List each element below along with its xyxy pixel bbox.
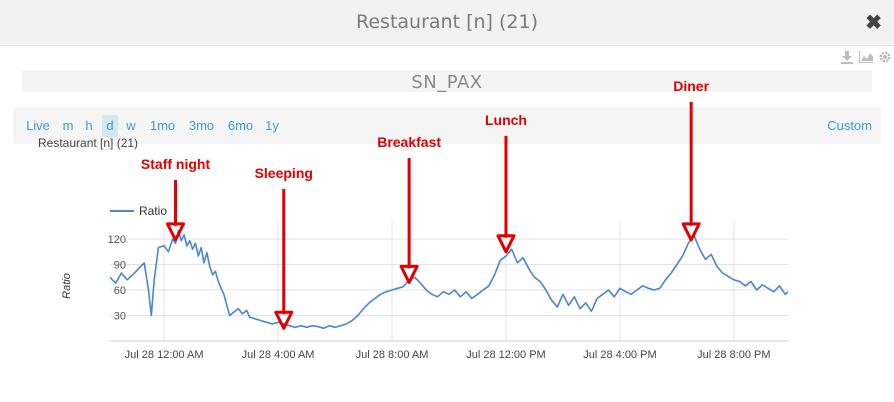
modal-header: Restaurant [n] (21) ✖ — [0, 0, 894, 46]
chart-subtitle: Restaurant [n] (21) — [38, 136, 138, 150]
annotation-label: Breakfast — [377, 134, 441, 150]
annotation-arrow-head — [274, 310, 294, 330]
annotation-label: Staff night — [141, 156, 211, 172]
y-axis-label: Ratio — [61, 273, 73, 299]
range-button-d[interactable]: d — [102, 115, 118, 137]
legend-entry: Ratio — [139, 204, 167, 218]
x-tick-label: Jul 28 8:00 PM — [697, 349, 770, 361]
chart-title-bar: SN_PAX — [22, 71, 872, 93]
series-line-ratio — [109, 229, 789, 330]
annotation-label: Sleeping — [255, 165, 313, 181]
y-tick-label: 120 — [108, 234, 126, 246]
annotation-arrow-head — [496, 234, 516, 254]
range-button-3mo[interactable]: 3mo — [188, 118, 215, 133]
y-tick-label: 90 — [114, 260, 126, 272]
y-tick-label: 60 — [114, 285, 126, 297]
annotation-label: Lunch — [485, 112, 527, 128]
x-tick-label: Jul 28 4:00 AM — [242, 349, 315, 361]
x-tick-label: Jul 28 8:00 AM — [356, 349, 429, 361]
annotation-arrow-head — [399, 264, 419, 284]
range-button-1mo[interactable]: 1mo — [149, 118, 176, 133]
close-icon[interactable]: ✖ — [865, 12, 882, 34]
x-tick-label: Jul 28 12:00 AM — [125, 349, 204, 361]
modal-title: Restaurant [n] (21) — [356, 11, 538, 33]
annotation-arrow-head — [166, 222, 186, 242]
y-tick-label: 30 — [114, 311, 126, 323]
range-button-1y[interactable]: 1y — [265, 118, 279, 133]
range-button-6mo[interactable]: 6mo — [227, 118, 254, 133]
custom-range-button[interactable]: Custom — [827, 118, 872, 133]
range-button-m[interactable]: m — [62, 118, 74, 133]
gear-icon[interactable] — [878, 50, 892, 64]
chart-title: SN_PAX — [411, 72, 483, 93]
range-selector: Live m h d w 1mo 3mo 6mo 1y Custom — [13, 107, 881, 144]
chart-toolbar — [840, 50, 892, 66]
range-button-live[interactable]: Live — [26, 118, 50, 133]
x-tick-label: Jul 28 12:00 PM — [466, 349, 546, 361]
area-chart-icon[interactable] — [858, 50, 874, 64]
range-button-w[interactable]: w — [126, 118, 136, 133]
annotation-label: Diner — [673, 78, 709, 94]
range-button-h[interactable]: h — [85, 118, 93, 133]
download-icon[interactable] — [840, 50, 854, 64]
annotation-arrow-head — [681, 222, 701, 242]
x-tick-label: Jul 28 4:00 PM — [583, 349, 656, 361]
